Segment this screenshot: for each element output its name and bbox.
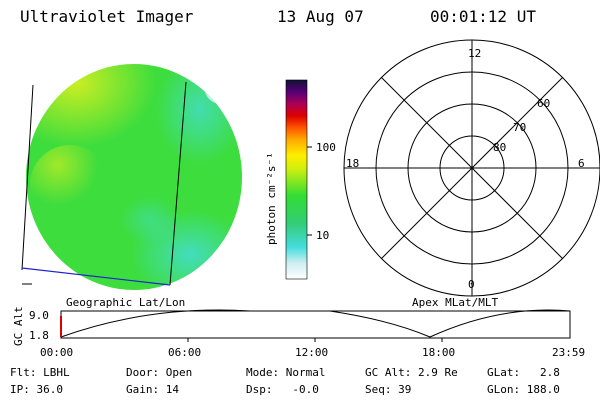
status-seq: Seq: 39 xyxy=(365,383,412,396)
altitude-xtick-0000: 00:00 xyxy=(40,346,74,359)
status-glat: GLat: 2.8 xyxy=(487,366,560,379)
status-ip: IP: 36.0 xyxy=(10,383,63,396)
altitude-ylabel: GC Alt xyxy=(12,306,25,346)
altitude-ytick-9: 9.0 xyxy=(29,309,49,322)
mlat-label-80: 80 xyxy=(493,141,507,154)
status-mode: Mode: Normal xyxy=(246,366,326,379)
date-label: 13 Aug 07 xyxy=(277,7,364,26)
altitude-xtick-2359: 23:59 xyxy=(552,346,586,359)
colorbar-tick-10: 10 xyxy=(316,229,330,242)
mlt-label-12: 12 xyxy=(468,47,482,60)
altitude-xtick-1200: 12:00 xyxy=(295,346,329,359)
colorbar-unit-label: photon cm⁻²s⁻¹ xyxy=(265,152,278,245)
status-gc-alt: GC Alt: 2.9 Re xyxy=(365,366,458,379)
status-door: Door: Open xyxy=(126,366,193,379)
colorbar-tick-100: 100 xyxy=(316,141,336,154)
instrument-title: Ultraviolet Imager xyxy=(20,7,194,26)
geo-panel-label: Geographic Lat/Lon xyxy=(66,296,186,309)
status-glon: GLon: 188.0 xyxy=(487,383,560,396)
altitude-plot xyxy=(60,309,571,342)
status-flt: Flt: LBHL xyxy=(10,366,70,379)
uv-earth-disk xyxy=(21,64,242,290)
colorbar xyxy=(285,79,312,280)
altitude-xtick-0600: 06:00 xyxy=(168,346,202,359)
mlat-label-70: 70 xyxy=(513,121,527,134)
time-label: 00:01:12 UT xyxy=(430,7,536,26)
altitude-xtick-1800: 18:00 xyxy=(422,346,456,359)
polar-grid xyxy=(343,39,600,297)
mlt-label-18: 18 xyxy=(346,157,360,170)
mlt-label-6: 6 xyxy=(578,157,585,170)
status-dsp: Dsp: -0.0 xyxy=(246,383,319,396)
polar-panel-label: Apex MLat/MLT xyxy=(412,296,499,309)
status-gain: Gain: 14 xyxy=(126,383,179,396)
altitude-ytick-1-8: 1.8 xyxy=(29,329,49,342)
mlt-label-0: 0 xyxy=(468,278,475,291)
mlat-label-60: 60 xyxy=(537,97,551,110)
